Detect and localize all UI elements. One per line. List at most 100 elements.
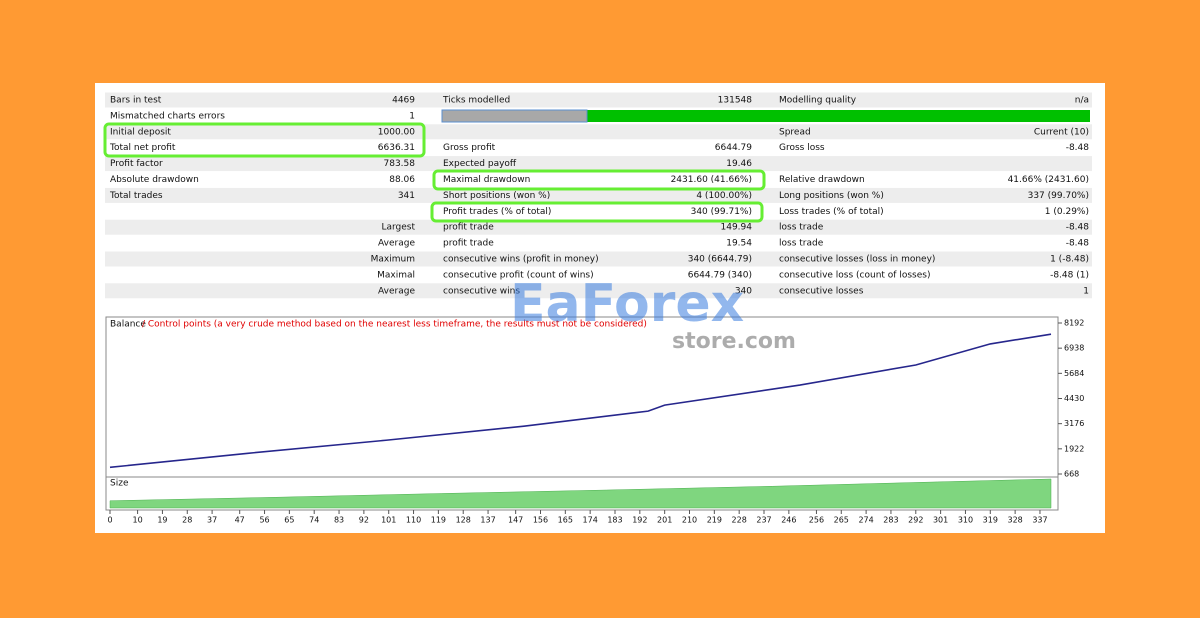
x-tick-label: 83: [334, 516, 344, 525]
x-tick-label: 183: [607, 516, 622, 525]
cell: 340 (6644.79): [688, 255, 752, 265]
cell: consecutive profit (count of wins): [443, 270, 594, 280]
y-tick-label: 3176: [1064, 419, 1084, 428]
x-tick-label: 37: [207, 516, 217, 525]
quality-bar-gray: [441, 109, 588, 123]
cell: Bars in test: [110, 96, 162, 106]
x-tick-label: 274: [858, 516, 873, 525]
cell: 341: [398, 191, 415, 201]
x-tick-label: 174: [583, 516, 598, 525]
x-tick-label: 210: [682, 516, 697, 525]
cell: Profit trades (% of total): [443, 207, 551, 217]
y-tick-label: 4430: [1064, 394, 1084, 403]
cell: consecutive losses (loss in money): [779, 255, 935, 265]
x-tick-label: 137: [480, 516, 495, 525]
cell: Ticks modelled: [442, 96, 510, 106]
highlight: [103, 122, 426, 158]
cell: consecutive wins (profit in money): [443, 255, 599, 265]
cell: Largest: [381, 223, 415, 233]
x-tick-label: 128: [456, 516, 471, 525]
row-bg: [105, 92, 1092, 108]
cell: 1 (-8.48): [1050, 255, 1089, 265]
x-tick-label: 319: [983, 516, 998, 525]
cell: profit trade: [443, 239, 494, 249]
x-tick-label: 65: [284, 516, 294, 525]
report-table: Bars in test 4469 Ticks modelled 131548 Mode…: [105, 92, 1092, 299]
x-tick-label: 301: [933, 516, 948, 525]
balance-line: [109, 333, 1052, 469]
y-tick-label: 8192: [1064, 319, 1084, 328]
cell: Maximal drawdown: [443, 175, 530, 185]
cell: consecutive losses: [779, 286, 864, 296]
x-tick-label: 156: [533, 516, 548, 525]
x-tick-label: 246: [781, 516, 796, 525]
x-tick-label: 19: [157, 516, 167, 525]
cell: 19.46: [726, 159, 752, 169]
x-tick-label: 283: [883, 516, 898, 525]
cell: Gross profit: [443, 143, 496, 153]
x-tick-label: 28: [182, 516, 192, 525]
x-tick-label: 0: [107, 516, 112, 525]
cell: Absolute drawdown: [110, 175, 199, 185]
cell: Average: [378, 286, 415, 296]
cell: 1: [1083, 286, 1089, 296]
size-label: Size: [110, 479, 129, 489]
cell: 337 (99.70%): [1028, 191, 1089, 201]
chart-note: / Control points (a very crude method ba…: [142, 320, 647, 330]
x-tick-label: 92: [359, 516, 369, 525]
y-tick-label: 668: [1064, 470, 1079, 479]
cell: loss trade: [779, 239, 824, 249]
cell: -8.48 (1): [1050, 270, 1089, 280]
cell: consecutive loss (count of losses): [779, 270, 930, 280]
cell: consecutive wins: [443, 286, 520, 296]
x-tick-label: 219: [707, 516, 722, 525]
x-tick-label: 228: [732, 516, 747, 525]
x-tick-label: 337: [1032, 516, 1047, 525]
cell: profit trade: [443, 223, 494, 233]
cell: 6636.31: [378, 143, 415, 153]
cell: Short positions (won %): [443, 191, 550, 201]
cell: Spread: [779, 127, 811, 137]
cell: Total net profit: [109, 143, 176, 153]
cell: 783.58: [384, 159, 416, 169]
cell: 131548: [718, 96, 753, 106]
cell: 340: [735, 286, 752, 296]
x-tick-label: 237: [756, 516, 771, 525]
row-bg: [105, 124, 1092, 140]
x-tick-label: 56: [259, 516, 269, 525]
cell: Long positions (won %): [779, 191, 884, 201]
watermark-brand: EaForex: [510, 274, 744, 334]
x-tick-label: 110: [406, 516, 421, 525]
x-tick-label: 74: [309, 516, 319, 525]
y-tick-label: 6938: [1064, 344, 1084, 353]
highlight: [432, 169, 766, 191]
cell: 88.06: [389, 175, 415, 185]
x-tick-label: 165: [558, 516, 573, 525]
cell: loss trade: [779, 223, 824, 233]
chart: 668 1922 3176 4430 5684 6938 8192 0 10 19 28 37 47 56…: [107, 319, 1084, 525]
legend: Balance: [110, 320, 146, 330]
x-tick-label: 10: [133, 516, 143, 525]
x-tick-label: 192: [632, 516, 647, 525]
cell: 4 (100.00%): [696, 191, 752, 201]
highlight: [430, 201, 764, 223]
cell: -8.48: [1066, 223, 1090, 233]
cell: Loss trades (% of total): [779, 207, 884, 217]
cell: 149.94: [721, 223, 753, 233]
x-tick-label: 265: [834, 516, 849, 525]
cell: 6644.79 (340): [688, 270, 752, 280]
cell: -8.48: [1066, 239, 1090, 249]
x-tick-label: 147: [508, 516, 523, 525]
row-bg: [105, 219, 1092, 235]
cell: 340 (99.71%): [691, 207, 752, 217]
cell: Average: [378, 239, 415, 249]
cell: Total trades: [109, 191, 163, 201]
y-tick-label: 5684: [1064, 369, 1084, 378]
cell: Maximum: [371, 255, 415, 265]
cell: 2431.60 (41.66%): [671, 175, 752, 185]
row-bg: [105, 187, 1092, 203]
row-bg: [105, 283, 1092, 299]
x-tick-label: 201: [657, 516, 672, 525]
